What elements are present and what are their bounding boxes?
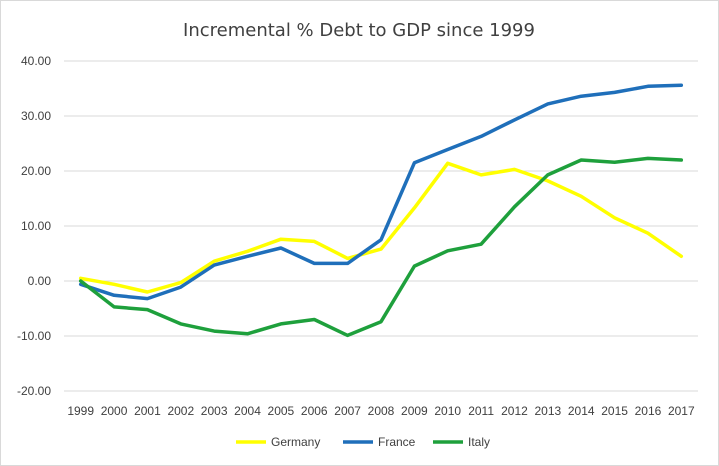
x-axis: 1999 2000 2001 2002 2003 2004 2005 2006 2007 2008… <box>67 404 695 418</box>
y-tick-label: 10.00 <box>21 219 51 233</box>
x-tick-label: 2012 <box>501 404 528 418</box>
x-tick-label: 2015 <box>601 404 628 418</box>
chart-title: Incremental % Debt to GDP since 1999 <box>183 20 535 41</box>
x-tick-label: 2004 <box>234 404 261 418</box>
x-tick-label: 2005 <box>268 404 295 418</box>
legend-item-france: France <box>343 435 416 449</box>
series-lines <box>78 83 684 338</box>
y-axis: -20.00 -10.00 0.00 10.00 20.00 30.00 40.00 <box>17 54 51 398</box>
x-tick-label: 1999 <box>67 404 94 418</box>
x-tick-label: 2009 <box>401 404 428 418</box>
y-tick-label: -20.00 <box>17 384 51 398</box>
legend: Germany France Italy <box>236 435 490 449</box>
x-tick-label: 2003 <box>201 404 228 418</box>
x-tick-label: 2014 <box>568 404 595 418</box>
legend-label: France <box>378 435 416 449</box>
legend-label: Italy <box>468 435 490 449</box>
x-tick-label: 2017 <box>668 404 695 418</box>
series-france <box>78 83 684 301</box>
series-line-france <box>78 83 684 301</box>
y-tick-label: 40.00 <box>21 54 51 68</box>
x-tick-label: 2011 <box>468 404 494 418</box>
x-tick-label: 2008 <box>368 404 395 418</box>
series-line-germany <box>78 161 684 294</box>
series-germany <box>78 161 684 294</box>
x-tick-label: 2000 <box>101 404 128 418</box>
y-tick-label: 30.00 <box>21 109 51 123</box>
legend-item-germany: Germany <box>236 435 320 449</box>
x-tick-label: 2016 <box>635 404 662 418</box>
gridlines <box>64 60 698 392</box>
x-tick-label: 2010 <box>434 404 461 418</box>
y-tick-label: 0.00 <box>28 274 52 288</box>
x-tick-label: 2013 <box>534 404 561 418</box>
x-tick-label: 2002 <box>167 404 194 418</box>
y-tick-label: 20.00 <box>21 164 51 178</box>
series-italy <box>78 156 684 338</box>
legend-item-italy: Italy <box>433 435 490 449</box>
y-tick-label: -10.00 <box>17 329 51 343</box>
x-tick-label: 2001 <box>134 404 161 418</box>
x-tick-label: 2007 <box>334 404 361 418</box>
legend-label: Germany <box>271 435 320 449</box>
x-tick-label: 2006 <box>301 404 328 418</box>
